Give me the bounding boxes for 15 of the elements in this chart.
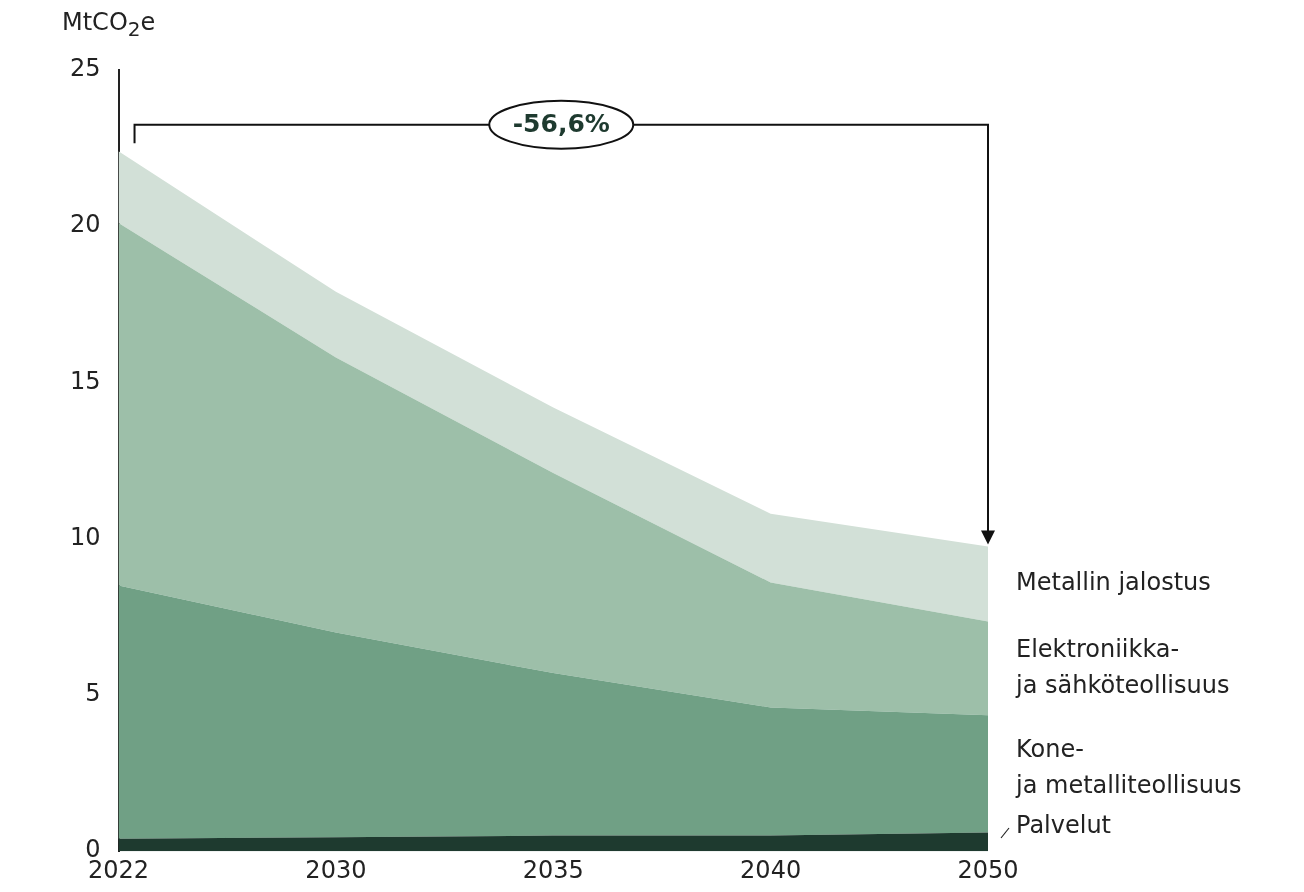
annotation: -56,6% bbox=[512, 109, 610, 139]
x-tick-label: 2040 bbox=[740, 855, 802, 884]
series-label: Metallin jalostus bbox=[1016, 568, 1211, 597]
x-tick-label: 2035 bbox=[522, 855, 584, 884]
y-tick-label: 10 bbox=[69, 522, 101, 551]
x-tick-label: 2030 bbox=[305, 855, 367, 884]
y-tick-label: 5 bbox=[85, 679, 101, 708]
y-tick-label: 25 bbox=[69, 54, 101, 83]
series-label: Elektroniikka- ja sähköteollisuus bbox=[1015, 634, 1230, 699]
series-label: Kone- ja metalliteollisuus bbox=[1015, 734, 1242, 799]
series-label: Palvelut bbox=[1016, 810, 1112, 839]
y-axis-title: MtCO$_{2}$e bbox=[62, 8, 156, 41]
x-tick-label: 2050 bbox=[957, 855, 1019, 884]
y-tick-label: 15 bbox=[69, 366, 101, 395]
y-tick-label: 20 bbox=[69, 210, 101, 239]
